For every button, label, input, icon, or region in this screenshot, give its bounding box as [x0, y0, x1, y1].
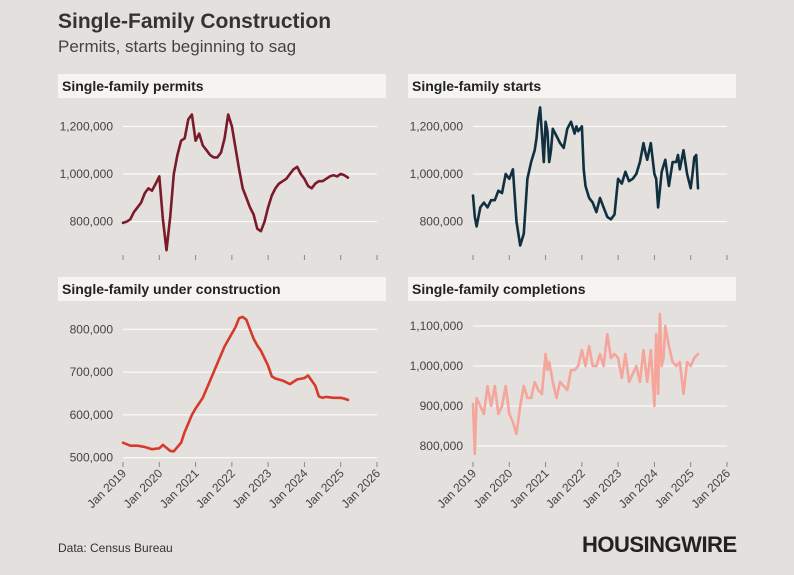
completions-series-line	[471, 312, 700, 456]
starts-y-tick-label: 1,200,000	[410, 119, 464, 133]
under_construction-x-tick-label: Jan 2026	[338, 466, 383, 511]
panel-title-under-construction: Single-family under construction	[58, 277, 386, 301]
starts-y-tick-label: 1,000,000	[410, 167, 464, 181]
completions-y-tick-label: 1,100,000	[410, 319, 464, 333]
panel-title-starts: Single-family starts	[408, 74, 736, 98]
starts-y-tick-label: 800,000	[420, 215, 464, 229]
under_construction-y-tick-label: 800,000	[70, 322, 114, 336]
chart-title: Single-Family Construction	[58, 10, 332, 33]
completions-x-tick-label: Jan 2026	[688, 466, 733, 511]
panel-title-completions: Single-family completions	[408, 277, 736, 301]
under_construction-y-tick-label: 700,000	[70, 365, 114, 379]
under_construction-series-line	[121, 315, 350, 453]
panel-title-permits: Single-family permits	[58, 74, 386, 98]
starts-series-line	[471, 106, 700, 247]
housingwire-logo: HOUSINGWIRE	[582, 532, 737, 557]
permits-y-tick-label: 1,200,000	[60, 119, 114, 133]
under_construction-y-tick-label: 600,000	[70, 408, 114, 422]
completions-y-tick-label: 800,000	[420, 439, 464, 453]
completions-y-tick-label: 900,000	[420, 399, 464, 413]
permits-series-line	[121, 113, 350, 252]
permits-y-tick-label: 1,000,000	[60, 167, 114, 181]
chart-subtitle: Permits, starts beginning to sag	[58, 37, 297, 56]
completions-y-tick-label: 1,000,000	[410, 359, 464, 373]
permits-y-tick-label: 800,000	[70, 215, 114, 229]
data-source: Data: Census Bureau	[58, 541, 173, 555]
under_construction-y-tick-label: 500,000	[70, 451, 114, 465]
